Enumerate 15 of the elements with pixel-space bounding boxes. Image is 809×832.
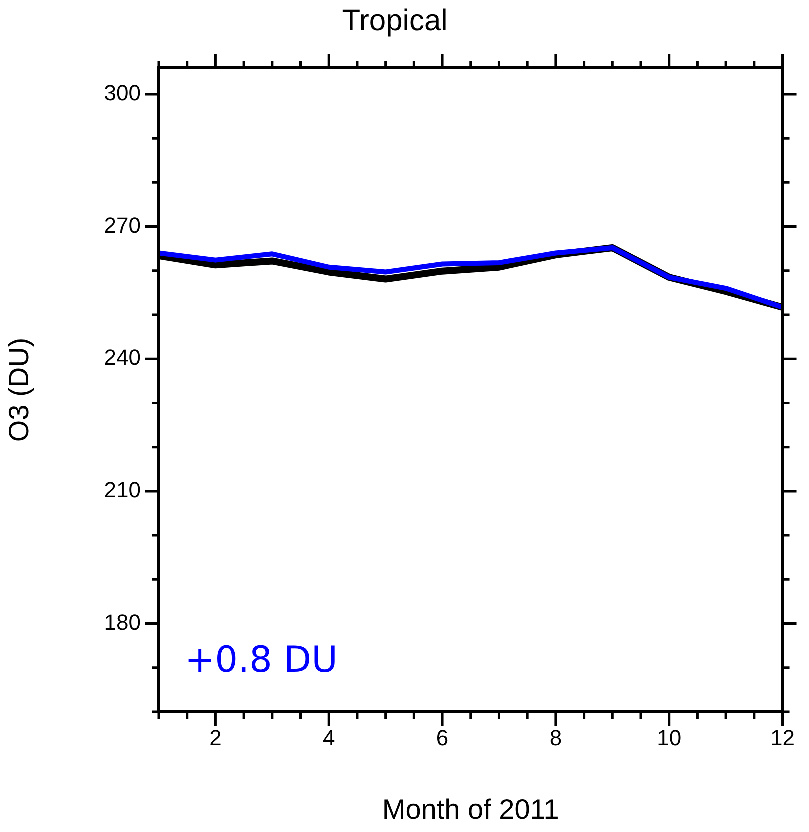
y-axis-title: O3 (DU) (4, 338, 35, 442)
y-tick-label: 270 (104, 212, 141, 238)
x-tick-label: 10 (657, 725, 682, 750)
x-tick-label: 2 (210, 725, 222, 750)
x-tick-label: 6 (436, 725, 449, 750)
x-tick-label: 4 (322, 725, 336, 750)
annotation: +0.8 DU (185, 640, 338, 681)
x-axis-title: Month of 2011 (382, 794, 560, 825)
y-tick-label: 240 (104, 345, 141, 370)
y-tick-label: 300 (104, 80, 141, 106)
chart-title: Tropical (342, 4, 448, 38)
x-tick-label: 12 (770, 725, 796, 750)
y-tick-label: 180 (104, 610, 141, 635)
x-tick-label: 8 (550, 725, 562, 750)
y-tick-label: 210 (104, 478, 141, 503)
